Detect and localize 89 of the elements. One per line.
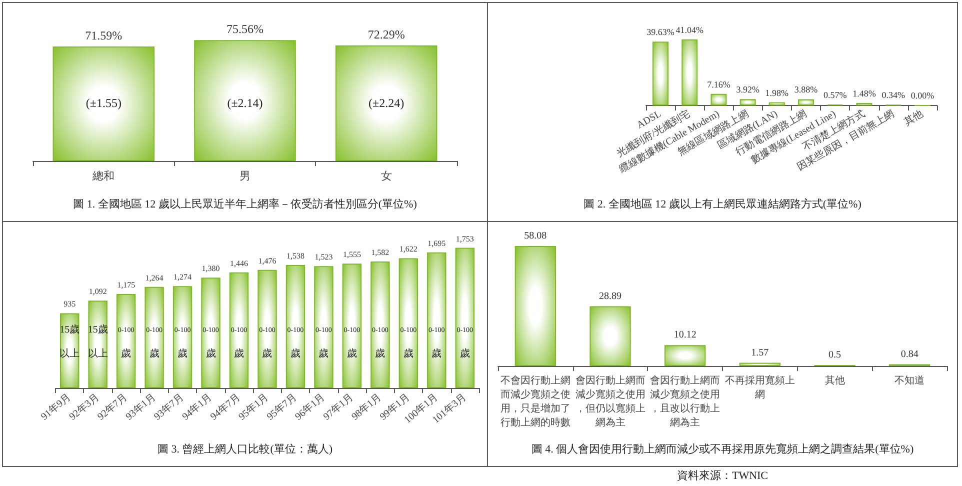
x-tick-label: 不再採用寬頻上網 (724, 374, 795, 400)
annotation: 歲 (234, 348, 244, 360)
data-label: 1,695 (428, 238, 446, 248)
bar (144, 286, 164, 388)
x-tick-label: 不知道 (894, 374, 925, 386)
data-label: 1,753 (456, 234, 474, 244)
data-label: 0.00% (910, 90, 935, 100)
bar (455, 248, 474, 388)
data-label: 1,476 (258, 256, 276, 266)
data-label: 1,446 (230, 258, 248, 268)
bar (116, 294, 136, 388)
bar (88, 300, 108, 388)
data-label: 1.48% (852, 88, 876, 99)
x-tick-label: 不會因行動上網而減少寬頻之使用，只是增加了行動上網的時數 (500, 374, 570, 428)
x-tick-label: 男 (240, 170, 250, 182)
x-tick-label: 女 (380, 170, 392, 182)
data-label: 1,380 (202, 264, 220, 274)
data-label: 0.5 (828, 349, 841, 360)
bar (342, 264, 362, 388)
annotation: 歲 (403, 348, 414, 360)
bar (229, 272, 249, 388)
annotation: 歲 (206, 348, 216, 360)
annotation: 歲 (178, 348, 188, 360)
bar (427, 252, 446, 388)
bar (798, 99, 814, 106)
data-label: 1,274 (174, 272, 192, 282)
text: 圖 4. 個人會因使用行動上網而減少或不再採用原先寬頻上網之調查結果(單位%) (531, 442, 914, 456)
data-label: 1,555 (342, 250, 361, 260)
x-tick-label: 總和 (92, 170, 115, 182)
bar (682, 39, 698, 106)
bar (314, 266, 334, 388)
data-label: 1,538 (286, 251, 304, 260)
bar (652, 42, 669, 106)
text: 圖 3. 曾經上網人口比較(單位：萬人) (157, 442, 333, 456)
x-tick-label: 其他 (902, 108, 926, 128)
data-label: 58.08 (524, 230, 547, 242)
annotation: 歲 (290, 348, 300, 360)
text: 圖 1. 全國地區 12 歲以上民眾近半年上網率－依受訪者性別區分(單位%) (73, 198, 418, 210)
annotation: (±2.24) (368, 96, 404, 110)
annotation: 歲 (318, 348, 329, 360)
data-label: 1,622 (399, 244, 418, 254)
x-tick-label: 其他 (824, 374, 845, 386)
data-label: 3.92% (736, 84, 760, 95)
data-label: 1.98% (765, 88, 790, 98)
annotation: 歲 (346, 348, 357, 360)
text: 圖 2. 全國地區 12 歲以上有上網民眾連結網路方式(單位%) (584, 198, 862, 210)
bar (710, 94, 727, 106)
data-label: 1,175 (117, 280, 136, 290)
data-label: 1,582 (371, 248, 390, 257)
data-label: 28.89 (599, 290, 622, 302)
bar (739, 362, 780, 366)
data-label: 1,523 (314, 252, 333, 262)
source-note: 資料來源：TWNIC (676, 469, 770, 483)
bar (258, 270, 277, 388)
data-label: 75.56% (226, 22, 264, 36)
bar (590, 306, 631, 366)
annotation: (±2.14) (227, 96, 263, 110)
x-tick-label: 會因行動上網而減少寬頻之使用，但仍以寬頻上網為主 (575, 374, 646, 428)
bar (768, 102, 785, 106)
data-label: 3.88% (794, 84, 818, 95)
data-label: 1,092 (88, 287, 107, 296)
data-label: 10.12 (674, 330, 696, 341)
bar (172, 286, 192, 388)
data-label: 41.04% (676, 24, 704, 35)
data-label: 1,264 (145, 273, 164, 282)
data-label: 71.59% (85, 28, 122, 42)
annotation: 歲 (460, 348, 470, 360)
x-tick-label: 會因行動上網而減少寬頻之使用，且改以行動上網為主 (650, 374, 720, 428)
bar (740, 99, 756, 106)
bar (286, 264, 306, 388)
data-label: 0.34% (882, 90, 906, 100)
data-label: 935 (64, 300, 76, 309)
data-label: 39.63% (646, 27, 675, 38)
data-label: 0.84 (900, 348, 918, 360)
data-label: 0.57% (824, 90, 848, 100)
data-label: 7.16% (707, 79, 731, 90)
data-label: 72.29% (368, 27, 405, 42)
bar (201, 278, 220, 388)
annotation: 歲 (432, 348, 442, 360)
annotation: (±1.55) (86, 96, 122, 110)
bar (514, 246, 556, 366)
annotation: 歲 (121, 348, 132, 360)
annotation: 歲 (375, 348, 386, 360)
annotation: 歲 (149, 348, 160, 360)
bar (664, 345, 706, 366)
data-label: 1.57 (751, 347, 769, 358)
bar (370, 261, 390, 388)
bar (398, 258, 418, 388)
annotation: 歲 (262, 348, 272, 360)
